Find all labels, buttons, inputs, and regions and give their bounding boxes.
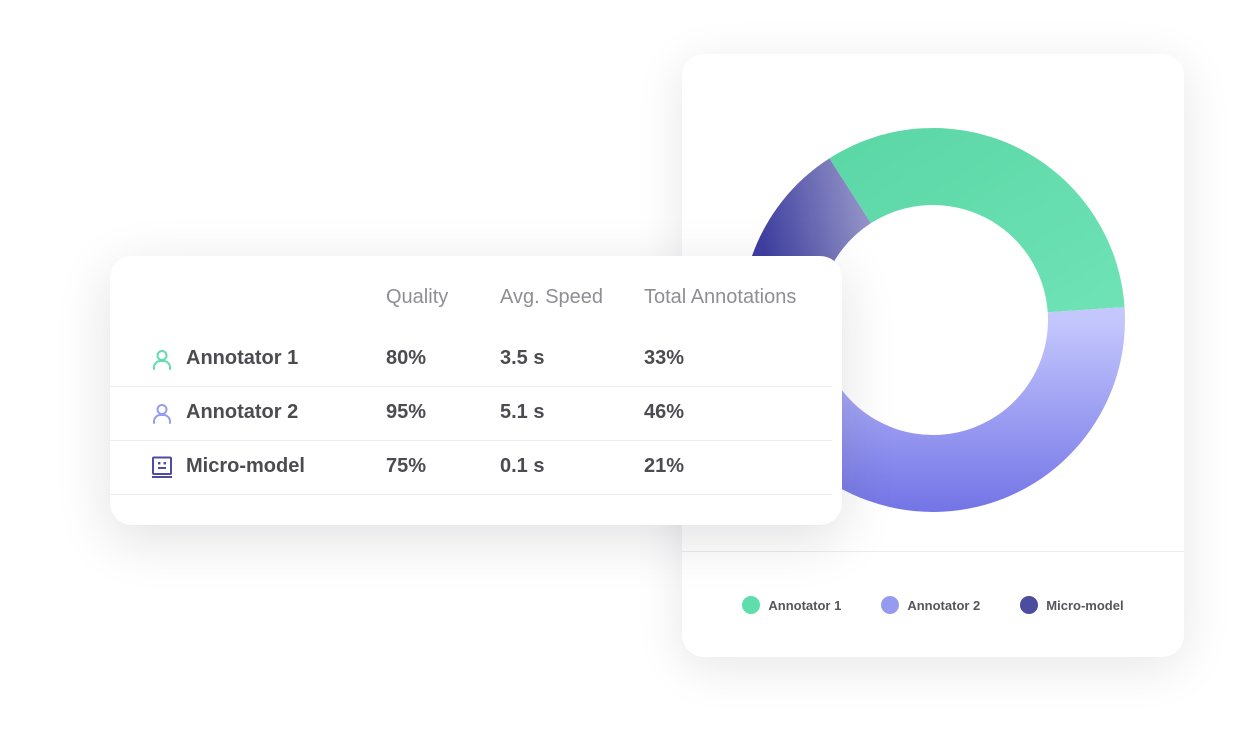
chart-card: Annotator 1 Annotator 2 Micro-model (682, 54, 1184, 657)
chart-legend: Annotator 1 Annotator 2 Micro-model (682, 594, 1184, 616)
stats-table: Quality Avg. Speed Total Annotations Ann… (110, 256, 842, 525)
table-row: Annotator 2 95% 5.1 s 46% (110, 386, 832, 441)
legend-item-annotator-1: Annotator 1 (742, 596, 841, 614)
total-annotations-value: 33% (644, 347, 685, 369)
legend-item-annotator-2: Annotator 2 (881, 596, 980, 614)
donut-slice-annotator-2 (750, 307, 1125, 513)
legend-label: Annotator 1 (768, 597, 842, 613)
legend-label: Micro-model (1046, 597, 1124, 613)
user-icon (153, 404, 171, 424)
table-row: Micro-model 75% 0.1 s 21% (110, 440, 832, 495)
row-name: Annotator 1 (186, 347, 299, 369)
legend-swatch (742, 596, 761, 614)
column-header-quality: Quality (386, 286, 449, 308)
quality-value: 75% (386, 455, 427, 477)
legend-swatch (1020, 596, 1039, 614)
legend-label: Annotator 2 (907, 597, 981, 613)
column-header-avg-speed: Avg. Speed (500, 286, 604, 308)
row-name: Micro-model (186, 455, 305, 477)
user-icon (153, 350, 171, 370)
legend-swatch (881, 596, 900, 614)
speed-value: 3.5 s (500, 347, 545, 369)
quality-value: 95% (386, 401, 427, 423)
row-name: Annotator 2 (186, 401, 299, 423)
table-row: Annotator 1 80% 3.5 s 33% (110, 332, 832, 387)
total-annotations-value: 46% (644, 401, 685, 423)
speed-value: 5.1 s (500, 401, 545, 423)
divider (682, 551, 1184, 552)
column-header-total-annotations: Total Annotations (644, 286, 797, 308)
total-annotations-value: 21% (644, 455, 685, 477)
legend-item-micro-model: Micro-model (1020, 596, 1124, 614)
donut-slice-annotator-1 (829, 128, 1125, 313)
robot-icon (152, 456, 172, 478)
speed-value: 0.1 s (500, 455, 545, 477)
quality-value: 80% (386, 347, 427, 369)
